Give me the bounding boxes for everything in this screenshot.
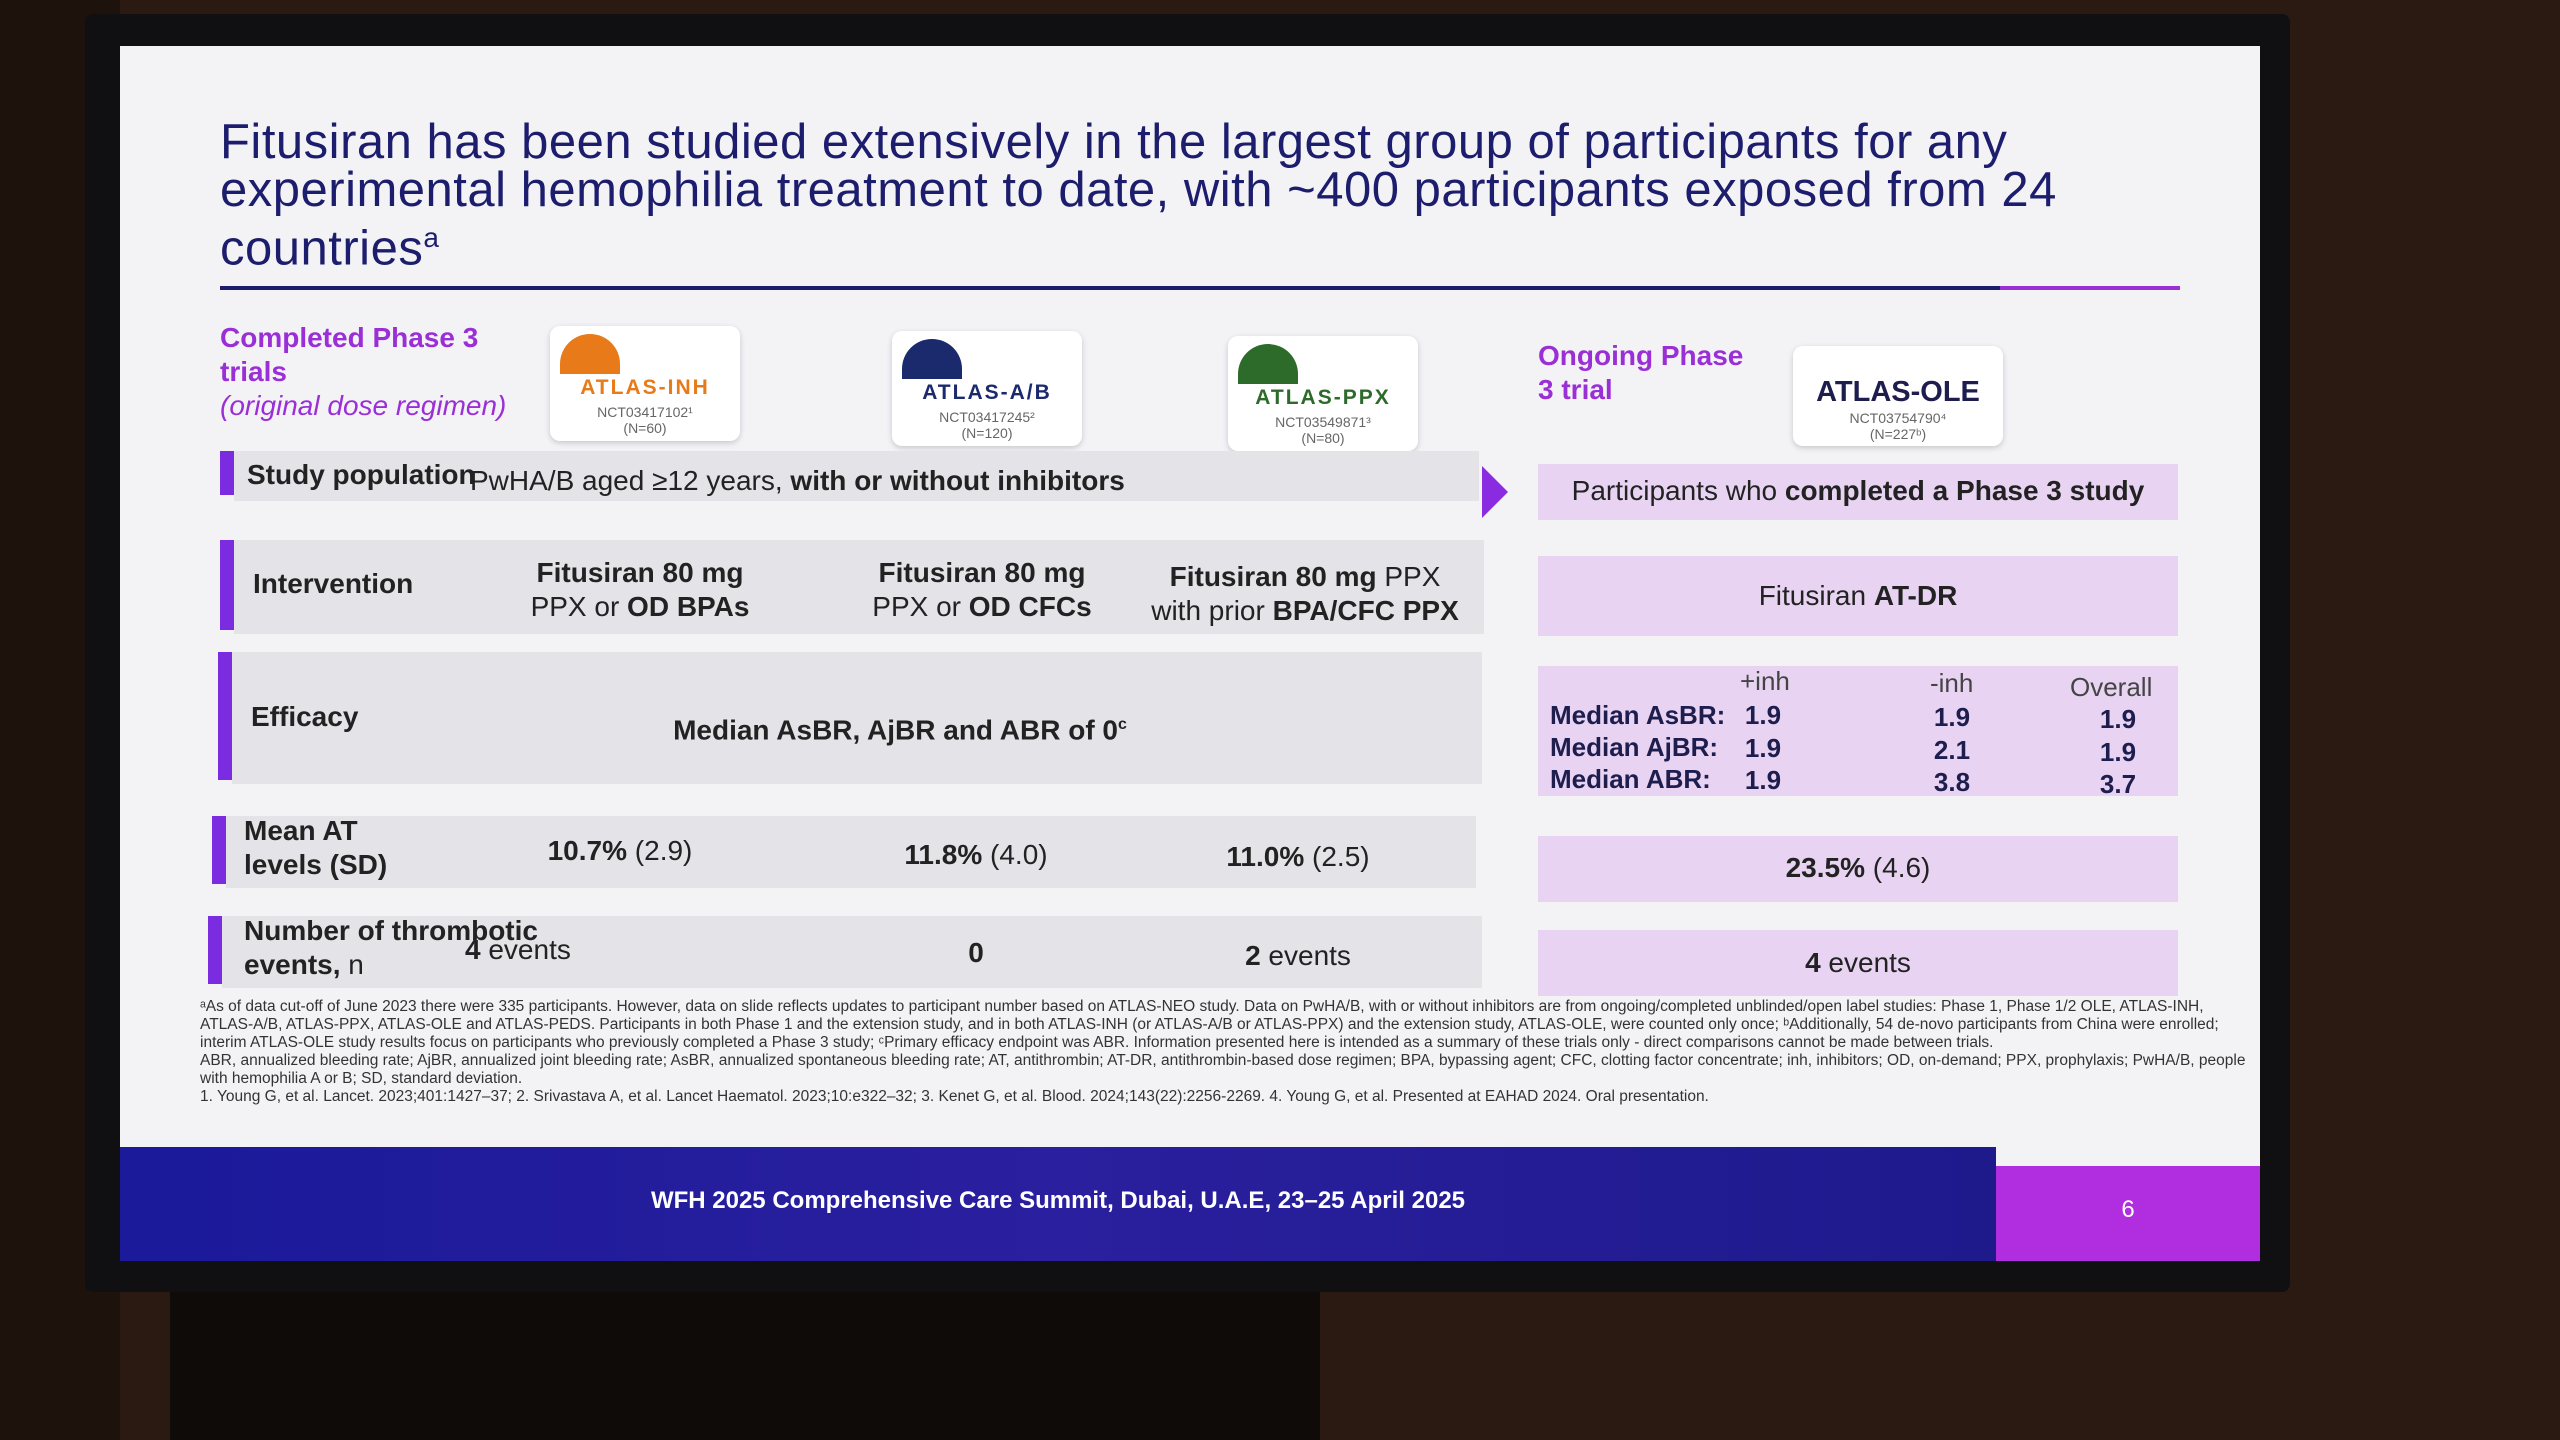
atlas-ab-logo: ATLAS-A/B NCT03417245² (N=120) [892, 331, 1082, 446]
page-number: 6 [2121, 1196, 2135, 1223]
stats-header-noinh: -inh [1930, 668, 1974, 698]
footer-accent [1996, 1166, 2260, 1261]
ole-efficacy-panel [1538, 666, 2178, 796]
row-marker [220, 451, 234, 495]
row-marker [212, 816, 226, 884]
efficacy-value: Median AsBR, AjBR and ABR of 0c [673, 714, 1127, 746]
intervention-ppx: Fitusiran 80 mg PPX with prior BPA/CFC PP… [1151, 561, 1459, 626]
stats-value: 1.9 [1933, 702, 1971, 732]
mountain-icon [902, 339, 962, 379]
ole-thrombotic-value: 4 events [1805, 947, 1911, 978]
ole-intervention-panel [1538, 556, 2178, 636]
row-marker [208, 916, 222, 984]
slide-footer: WFH 2025 Comprehensive Care Summit, Duba… [120, 1147, 1996, 1261]
ole-population-value: Participants who completed a Phase 3 stu… [1571, 475, 2145, 506]
study-population-label: Study population [247, 459, 476, 490]
mountain-icon [1238, 344, 1298, 384]
intervention-label: Intervention [253, 568, 414, 599]
ole-thrombotic-panel [1538, 930, 2178, 996]
mean-at-label: Mean AT levels (SD) [244, 815, 388, 880]
ole-mean-at-panel [1538, 836, 2178, 902]
row-background [226, 816, 1476, 888]
mountain-icon [560, 334, 620, 374]
ole-intervention-value: Fitusiran AT-DR [1758, 580, 1958, 611]
stats-header-inh: +inh [1740, 666, 1790, 696]
atlas-ole-logo: ATLAS-OLE NCT03754790⁴ (N=227ᵇ) [1793, 346, 2003, 446]
footer-text: WFH 2025 Comprehensive Care Summit, Duba… [650, 1187, 1466, 1214]
intervention-ab: Fitusiran 80 mg PPX or OD CFCs [872, 557, 1092, 622]
stats-value: 1.9 [2099, 737, 2137, 767]
stats-label-abr: Median ABR: [1550, 764, 1711, 794]
efficacy-label: Efficacy [251, 701, 359, 732]
completed-trials-label: Completed Phase 3 trials (original dose … [220, 322, 507, 421]
study-population-value: PwHA/B aged ≥12 years, with or without i… [470, 465, 1125, 496]
stats-value: 3.8 [1933, 767, 1971, 797]
row-background [234, 451, 1479, 501]
ongoing-trial-label: Ongoing Phase 3 trial [1538, 340, 1744, 405]
arrow-right-icon [1482, 466, 1508, 518]
thrombotic-label: Number of thrombotic events, n [244, 915, 538, 980]
thrombotic-ppx: 2 events [1245, 940, 1351, 971]
row-marker [220, 540, 234, 630]
ole-population-panel [1538, 464, 2178, 520]
stats-value: 3.7 [2099, 769, 2137, 799]
stats-value: 1.9 [2099, 704, 2137, 734]
title-footnote-marker: a [423, 222, 440, 253]
footnote-data: ᵃAs of data cut-off of June 2023 there w… [200, 998, 2219, 1051]
stats-label-asbr: Median AsBR: [1550, 700, 1726, 730]
title-divider [220, 286, 2000, 290]
title-divider-accent [2000, 286, 2180, 290]
footnote-references: 1. Young G, et al. Lancet. 2023;401:1427… [200, 1088, 1709, 1105]
stats-label-ajbr: Median AjBR: [1550, 732, 1719, 762]
stats-header-overall: Overall [2070, 672, 2153, 702]
stats-value: 1.9 [1744, 733, 1782, 763]
thrombotic-inh: 4 events [465, 934, 571, 965]
stats-value: 2.1 [1933, 735, 1971, 765]
ole-mean-at-value: 23.5% (4.6) [1785, 852, 1931, 883]
mean-at-inh: 10.7% (2.9) [547, 835, 693, 866]
mean-at-ab: 11.8% (4.0) [904, 839, 1048, 870]
atlas-ppx-logo: ATLAS-PPX NCT03549871³ (N=80) [1228, 336, 1418, 451]
row-background [222, 916, 1482, 988]
footnote-abbreviations: ABR, annualized bleeding rate; AjBR, ann… [200, 1052, 2246, 1087]
row-background [232, 652, 1482, 784]
monitor-stand [170, 1280, 1320, 1440]
row-marker [218, 652, 232, 780]
stats-value: 1.9 [1744, 700, 1782, 730]
thrombotic-ab: 0 [968, 937, 984, 968]
slide-title-text: Fitusiran has been studied extensively i… [220, 115, 2057, 276]
atlas-inh-logo: ATLAS-INH NCT03417102¹ (N=60) [550, 326, 740, 441]
stats-value: 1.9 [1744, 765, 1782, 795]
presentation-slide: Fitusiran has been studied extensively i… [120, 46, 2260, 1261]
intervention-inh: Fitusiran 80 mg PPX or OD BPAs [530, 557, 750, 622]
row-background [234, 540, 1484, 634]
mean-at-ppx: 11.0% (2.5) [1226, 841, 1370, 872]
footnotes: ᵃAs of data cut-off of June 2023 there w… [200, 998, 2260, 1106]
slide-title: Fitusiran has been studied extensively i… [220, 115, 2160, 276]
